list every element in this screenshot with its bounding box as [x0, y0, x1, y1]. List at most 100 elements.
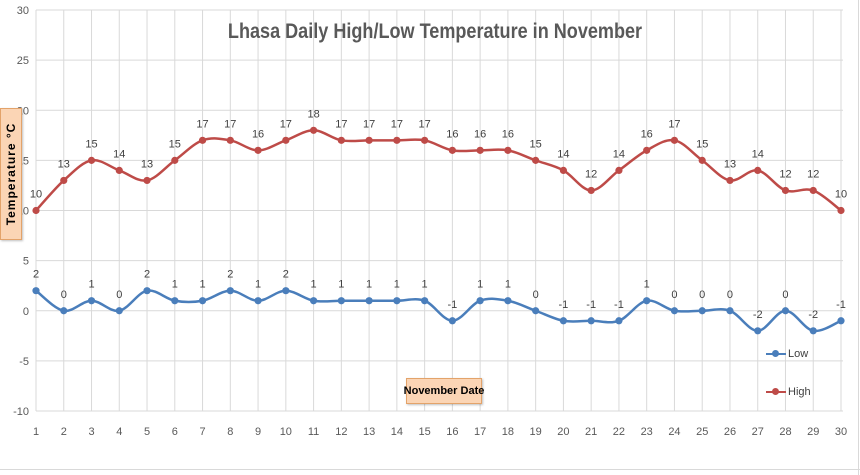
- point-high: [171, 156, 179, 164]
- data-label-high: 12: [807, 168, 819, 180]
- x-tick-label: 19: [530, 426, 542, 438]
- x-tick-label: 20: [557, 426, 569, 438]
- data-label-low: 1: [366, 279, 372, 291]
- point-low: [532, 307, 540, 315]
- data-label-low: -2: [753, 309, 763, 321]
- point-low: [198, 297, 207, 305]
- point-low: [282, 287, 290, 295]
- x-axis-label: November Date: [404, 378, 484, 404]
- point-low: [698, 307, 706, 315]
- chart-title: Lhasa Daily High/Low Temperature in Nove…: [227, 20, 643, 43]
- point-high: [754, 166, 762, 174]
- data-label-high: 17: [196, 118, 208, 130]
- y-tick-label: 25: [17, 55, 29, 67]
- point-low: [309, 297, 318, 305]
- point-low: [809, 327, 817, 335]
- data-label-low: 1: [199, 279, 205, 291]
- y-tick-label: -10: [13, 406, 29, 418]
- data-label-low: 1: [311, 279, 317, 291]
- point-low: [643, 297, 651, 305]
- data-label-high: 15: [169, 138, 181, 150]
- point-low: [143, 287, 151, 295]
- data-label-high: 13: [58, 158, 70, 170]
- data-label-high: 12: [779, 168, 791, 180]
- data-label-low: 0: [727, 289, 733, 301]
- point-low: [670, 307, 679, 315]
- data-label-low: 0: [782, 289, 788, 301]
- point-low: [365, 297, 373, 305]
- point-low: [60, 307, 68, 315]
- point-low: [754, 327, 762, 335]
- y-tick-label: -5: [19, 356, 29, 368]
- data-label-low: -1: [559, 299, 569, 311]
- x-tick-label: 12: [335, 426, 347, 438]
- x-tick-label: 13: [363, 426, 375, 438]
- point-low: [781, 307, 790, 315]
- point-low: [32, 287, 40, 295]
- point-low: [587, 317, 595, 325]
- point-high: [337, 136, 345, 144]
- point-low: [615, 317, 623, 325]
- x-tick-label: 2: [61, 426, 67, 438]
- x-tick-label: 29: [807, 426, 819, 438]
- y-tick-label: 0: [23, 306, 29, 318]
- data-label-high: 14: [613, 148, 625, 160]
- point-low: [837, 317, 845, 325]
- point-high: [309, 126, 318, 134]
- x-tick-label: 7: [199, 426, 205, 438]
- data-label-high: 17: [224, 118, 236, 130]
- x-tick-label: 23: [641, 426, 653, 438]
- x-tick-label: 24: [668, 426, 680, 438]
- data-label-high: 16: [641, 128, 653, 140]
- data-label-low: 1: [644, 279, 650, 291]
- data-label-high: 14: [752, 148, 764, 160]
- point-high: [282, 136, 290, 144]
- point-high: [254, 146, 262, 154]
- data-label-high: 10: [835, 189, 847, 201]
- x-tick-label: 8: [227, 426, 233, 438]
- data-label-high: 17: [391, 118, 403, 130]
- point-low: [726, 307, 734, 315]
- point-high: [809, 186, 817, 195]
- data-label-low: 2: [33, 269, 39, 281]
- point-high: [226, 136, 234, 144]
- point-low: [337, 297, 345, 305]
- data-label-high: 16: [446, 128, 458, 140]
- data-label-high: 13: [724, 158, 736, 170]
- point-high: [698, 156, 706, 164]
- point-high: [837, 206, 845, 215]
- x-tick-label: 4: [116, 426, 122, 438]
- point-high: [393, 136, 401, 144]
- data-label-high: 15: [85, 138, 97, 150]
- point-high: [532, 156, 540, 164]
- point-low: [476, 297, 484, 305]
- data-label-low: 1: [505, 279, 511, 291]
- point-high: [115, 166, 123, 174]
- y-axis-label: Temperature °C: [4, 122, 18, 226]
- data-label-high: 15: [696, 138, 708, 150]
- point-low: [559, 317, 568, 325]
- data-label-high: 16: [474, 128, 486, 140]
- data-label-low: 0: [61, 289, 67, 301]
- point-high: [32, 206, 40, 215]
- point-high: [143, 176, 151, 185]
- legend-swatch-high: [766, 386, 786, 398]
- point-low: [421, 297, 429, 305]
- point-low: [393, 297, 401, 305]
- x-tick-label: 21: [585, 426, 597, 438]
- point-low: [87, 297, 96, 305]
- data-label-low: 1: [477, 279, 483, 291]
- data-label-high: 10: [30, 189, 42, 201]
- data-label-low: 2: [227, 269, 233, 281]
- data-label-low: 2: [144, 269, 150, 281]
- x-tick-label: 27: [752, 426, 764, 438]
- x-tick-label: 1: [33, 426, 39, 438]
- point-high: [198, 136, 207, 144]
- data-label-low: 0: [671, 289, 677, 301]
- data-label-high: 12: [585, 168, 597, 180]
- data-label-high: 14: [557, 148, 569, 160]
- data-label-low: -2: [808, 309, 818, 321]
- x-tick-label: 14: [391, 426, 403, 438]
- data-label-low: -1: [447, 299, 457, 311]
